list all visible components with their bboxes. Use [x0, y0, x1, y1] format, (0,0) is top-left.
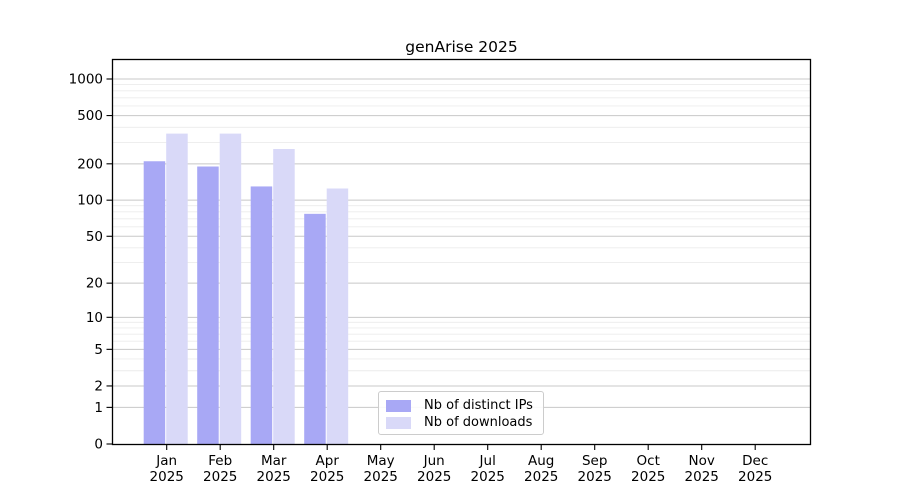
legend-item-distinct-ips: Nb of distinct IPs	[386, 397, 535, 414]
bar-nb-of-downloads-jan	[166, 133, 188, 445]
legend-swatch-downloads	[386, 416, 411, 429]
x-tick-label-nov: Nov 2025	[685, 453, 719, 485]
x-tick-label-jun: Jun 2025	[417, 453, 451, 485]
bar-nb-of-distinct-ips-jan	[143, 161, 166, 444]
bar-nb-of-distinct-ips-feb	[197, 166, 219, 445]
x-tick-label-may: May 2025	[364, 453, 398, 485]
y-tick-label: 200	[77, 156, 103, 172]
legend-label-downloads: Nb of downloads	[424, 415, 533, 430]
x-tick-label-apr: Apr 2025	[310, 453, 344, 485]
y-tick-label: 0	[94, 437, 103, 453]
x-tick-label-mar: Mar 2025	[257, 453, 291, 485]
y-tick-label: 500	[77, 108, 103, 124]
y-tick-label: 50	[86, 229, 103, 245]
bar-nb-of-downloads-apr	[326, 188, 349, 444]
bar-nb-of-downloads-feb	[219, 133, 242, 445]
y-axis: 0 1 2 5 10 20 50 100 200 500 1000	[69, 71, 113, 453]
bar-nb-of-distinct-ips-apr	[304, 213, 326, 444]
y-tick-label: 1	[94, 400, 103, 416]
legend-label-distinct-ips: Nb of distinct IPs	[424, 398, 533, 413]
y-tick-label: 5	[94, 342, 103, 358]
y-tick-label: 1000	[69, 71, 103, 87]
x-tick-label-jan: Jan 2025	[150, 453, 184, 485]
legend-item-downloads: Nb of downloads	[386, 414, 535, 431]
plot-border	[111, 58, 812, 446]
x-tick-label-aug: Aug 2025	[524, 453, 558, 485]
x-tick-label-dec: Dec 2025	[738, 453, 772, 485]
bars	[143, 133, 349, 445]
bar-nb-of-distinct-ips-mar	[250, 186, 273, 444]
y-tick-label: 20	[86, 276, 103, 292]
x-tick-label-jul: Jul 2025	[471, 453, 505, 485]
x-axis: Jan 2025 Feb 2025 Mar 2025 Apr 2025 May 2025 Jun 20…	[150, 444, 772, 485]
y-tick-label: 100	[77, 193, 103, 209]
x-tick-label-oct: Oct 2025	[631, 453, 665, 485]
legend-swatch-distinct-ips	[386, 399, 411, 412]
x-tick-label-feb: Feb 2025	[203, 453, 237, 485]
bar-nb-of-downloads-mar	[273, 149, 295, 444]
x-tick-label-sep: Sep 2025	[578, 453, 612, 485]
y-tick-label: 10	[86, 310, 103, 326]
chart-title: genArise 2025	[405, 38, 517, 56]
y-tick-label: 2	[94, 378, 103, 394]
legend: Nb of distinct IPs Nb of downloads	[378, 391, 544, 435]
